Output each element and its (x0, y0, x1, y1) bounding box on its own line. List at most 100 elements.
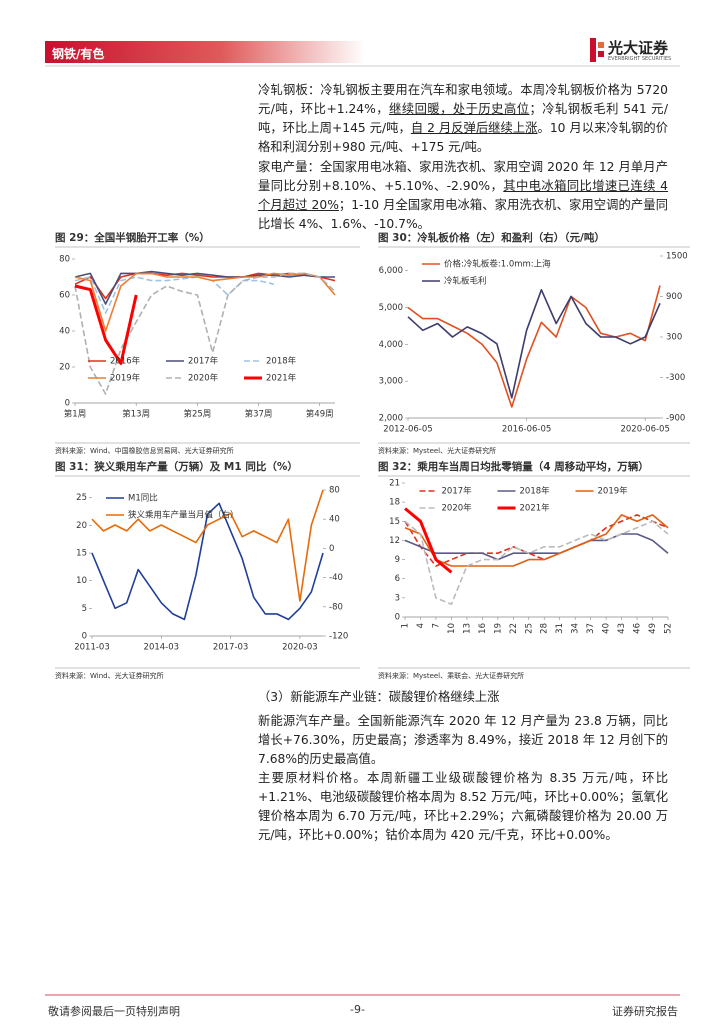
y-tick-label: 20 (59, 363, 70, 373)
y-tick-label: 6 (395, 574, 400, 584)
series-line (404, 514, 669, 567)
series-line (91, 489, 324, 602)
x-tick-label: 2016-06-05 (502, 425, 551, 435)
text-underlined: 自 2 月反弹后继续上涨 (410, 121, 538, 135)
series-line (91, 502, 324, 621)
x-tick-label: 2017-03 (213, 643, 249, 653)
legend-label: 价格:冷轧板卷:1.0mm:上海 (444, 259, 551, 270)
y2-tick-label: -80 (329, 602, 343, 612)
logo-en: EVERBRIGHT SECURITIES (608, 56, 672, 62)
text: 冷轧钢板：冷轧钢板主要用在汽车和家电领域。本周冷轧钢板价格为 5720 元/吨，… (258, 83, 668, 116)
page-number: -9- (350, 1003, 365, 1016)
header-section: 钢铁/有色 (52, 47, 105, 61)
x-tick-label: 1 (401, 623, 411, 628)
text: ；冷轧钢板毛利 541 元/吨，环比上周+145 元/吨， (258, 102, 668, 135)
legend-label: 2021年 (266, 373, 297, 384)
figure-title: 图 31：狭义乘用车产量（万辆）及 M1 同比（%） (55, 460, 298, 473)
x-tick-label: 19 (493, 623, 503, 634)
text: ；1-10 月全国家用电冰箱、家用洗衣机、家用空调的产量同比增长 4%、1.6%… (258, 198, 668, 231)
legend-label: 2020年 (442, 503, 473, 514)
y-tick-label: 15 (389, 517, 400, 527)
y-tick-label: 9 (395, 555, 400, 565)
x-tick-label: 第49周 (306, 409, 334, 420)
series-line (407, 285, 661, 408)
logo-name: 光大证券 (608, 39, 669, 57)
series-line (407, 289, 661, 399)
y-tick-label: 20 (76, 521, 87, 531)
y-tick-label: 12 (389, 536, 400, 546)
y2-tick-label: -300 (666, 373, 685, 383)
footer-label: 证券研究报告 (612, 1005, 678, 1018)
legend-label: 2018年 (520, 486, 551, 497)
text-underlined: 继续回暖，处于历史高位 (389, 102, 530, 116)
x-tick-label: 4 (416, 623, 426, 628)
figure-title: 图 30：冷轧板价格（左）和盈利（右）（元/吨） (378, 231, 605, 244)
paragraph: 主要原材料价格。本周新疆工业级碳酸锂价格为 8.35 万元/吨，环比+1.21%… (258, 771, 668, 842)
legend-label: M1同比 (128, 493, 158, 504)
x-tick-label: 22 (509, 623, 519, 634)
legend-label: 2021年 (520, 503, 551, 514)
y-tick-label: 3,000 (379, 377, 403, 387)
series-line (74, 270, 335, 305)
y-tick-label: 15 (76, 549, 87, 559)
figure-source: 资料来源：Wind、中国橡胶信息贸易网、光大证券研究所 (55, 446, 234, 455)
y2-tick-label: 0 (329, 544, 334, 554)
x-tick-label: 10 (447, 623, 457, 634)
figure-source: 资料来源：Wind、光大证券研究所 (55, 671, 164, 680)
x-tick-label: 2020-03 (282, 643, 318, 653)
y-tick-label: 2,000 (379, 414, 403, 424)
paragraph: 新能源汽车产量。全国新能源汽车 2020 年 12 月产量为 23.8 万辆，同… (258, 714, 668, 766)
series-line (74, 284, 138, 365)
x-tick-label: 43 (617, 623, 627, 634)
x-tick-label: 16 (478, 623, 488, 634)
series-line (404, 514, 669, 567)
y-tick-label: 60 (59, 291, 70, 301)
series-line (74, 272, 336, 332)
y2-tick-label: 80 (329, 486, 340, 496)
x-tick-label: 第13周 (122, 409, 150, 420)
y-tick-label: 10 (76, 576, 87, 586)
x-tick-label: 2020-06-05 (620, 425, 669, 435)
y-tick-label: 0 (65, 399, 70, 409)
series-line (404, 520, 669, 605)
y2-tick-label: -120 (329, 632, 348, 642)
y2-tick-label: 40 (329, 515, 340, 525)
footer-disclaimer: 敬请参阅最后一页特别声明 (48, 1005, 180, 1018)
x-tick-label: 37 (586, 623, 596, 634)
legend-label: 2019年 (110, 373, 141, 384)
text: 。10 月以来冷轧钢的价格和利润分别+980 元/吨、+175 元/吨。 (258, 121, 669, 154)
figure-title: 图 29：全国半钢胎开工率（%） (55, 231, 210, 244)
figure-title: 图 32：乘用车当周日均批零销量（4 周移动平均，万辆） (378, 460, 649, 473)
y-tick-label: 4,000 (379, 340, 403, 350)
y2-tick-label: 300 (666, 333, 682, 343)
x-tick-label: 2014-03 (144, 643, 180, 653)
x-tick-label: 34 (571, 623, 581, 634)
legend-label: 2018年 (266, 356, 297, 367)
x-tick-label: 49 (648, 623, 658, 634)
text-underlined: 其中电冰箱同比增速已连续 4 个月超过 20% (258, 179, 668, 212)
legend-label: 2017年 (188, 356, 219, 367)
header-band (45, 41, 365, 63)
legend-label: 狭义乘用车产量当月值（右） (128, 510, 239, 521)
legend-label: 2016年 (110, 356, 141, 367)
x-tick-label: 第1周 (64, 409, 86, 420)
series-line (74, 272, 336, 395)
y-tick-label: 5 (82, 604, 87, 614)
y-tick-label: 0 (395, 613, 400, 623)
y-tick-label: 5,000 (379, 303, 403, 313)
paragraph: 冷轧钢板：冷轧钢板主要用在汽车和家电领域。本周冷轧钢板价格为 5720 元/吨，… (258, 81, 668, 157)
x-tick-label: 13 (462, 623, 472, 634)
series-line (74, 276, 274, 314)
y-tick-label: 21 (389, 479, 400, 489)
x-tick-label: 7 (431, 623, 441, 628)
y-tick-label: 6,000 (379, 266, 403, 276)
y-tick-label: 3 (395, 593, 400, 603)
x-tick-label: 第37周 (245, 409, 273, 420)
x-tick-label: 40 (602, 623, 612, 634)
y2-tick-label: -40 (329, 573, 343, 583)
text: 家电产量：全国家用电冰箱、家用洗衣机、家用空调 2020 年 12 月单月产量同… (258, 160, 668, 193)
legend-label: 2020年 (188, 373, 219, 384)
paragraph: 家电产量：全国家用电冰箱、家用洗衣机、家用空调 2020 年 12 月单月产量同… (258, 158, 668, 234)
